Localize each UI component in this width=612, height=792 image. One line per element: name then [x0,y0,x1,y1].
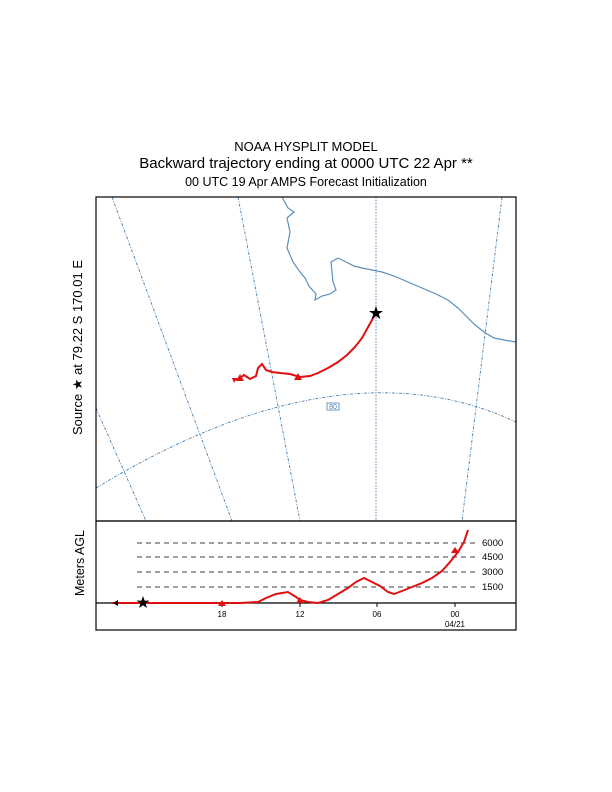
forecast-subtitle: 00 UTC 19 Apr AMPS Forecast Initializati… [185,175,427,189]
vertical-trajectory-path [112,529,469,605]
height-level-label: 3000 [482,567,503,578]
latitude-label-box [326,402,340,411]
trajectory-marker [294,373,302,380]
latitude-label: 80 [329,404,337,411]
date-label: 04/21 [445,620,466,629]
meridian-line [237,197,301,521]
source-star-icon [369,306,383,319]
trajectory-marker [296,597,304,603]
latitude-circle [96,392,516,489]
vertical-panel-frame [95,520,517,631]
map-layer [96,197,516,521]
trajectory-marker [218,600,226,606]
trajectory-end-arrow [113,600,118,606]
meridian-line [111,197,233,521]
time-tick-label: 06 [373,610,382,619]
meridian-line [461,197,503,521]
source-star-icon [136,596,150,608]
time-tick-label: 00 [451,610,460,619]
height-level-label: 1500 [482,582,503,593]
coastline [281,197,516,343]
height-level-label: 4500 [482,552,503,563]
trajectory-marker [232,378,237,383]
meridian-line [96,407,147,521]
trajectory-path [235,312,377,381]
map-frame [95,196,517,522]
height-level-label: 6000 [482,538,503,549]
time-tick-label: 12 [296,610,305,619]
trajectory-title: Backward trajectory ending at 0000 UTC 2… [139,155,473,172]
trajectory-marker [451,547,459,553]
time-tick-label: 18 [218,610,227,619]
model-title: NOAA HYSPLIT MODEL [234,139,378,154]
trajectory-marker [236,374,244,381]
